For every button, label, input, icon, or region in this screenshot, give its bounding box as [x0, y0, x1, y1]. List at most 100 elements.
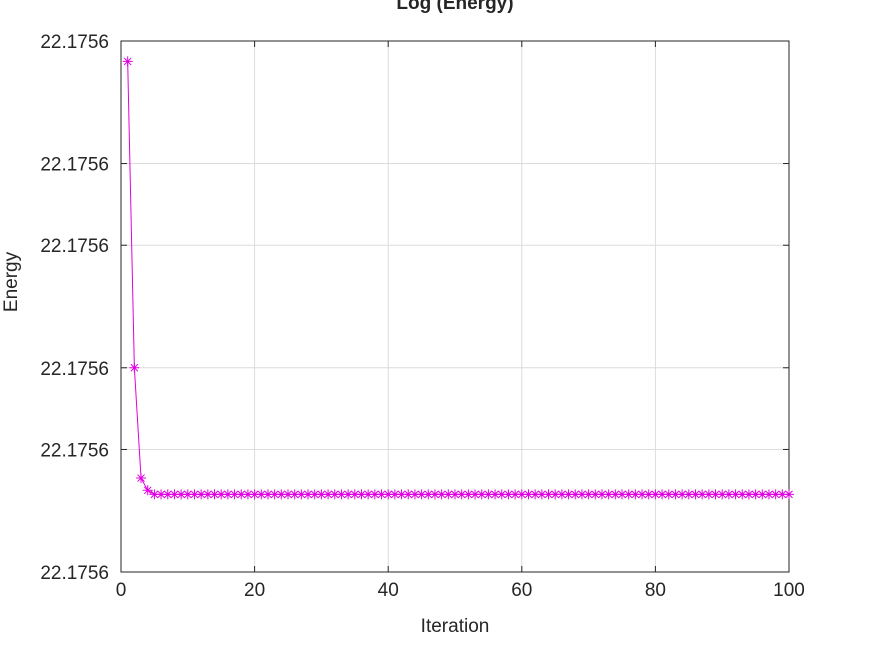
x-tick-label: 100: [773, 580, 805, 601]
marker: [470, 489, 481, 500]
marker: [456, 489, 467, 500]
y-tick-label: 22.1756: [40, 359, 109, 380]
marker: [222, 489, 233, 500]
marker: [316, 489, 327, 500]
marker: [196, 489, 207, 500]
marker: [630, 489, 641, 500]
marker: [750, 489, 761, 500]
marker: [576, 489, 587, 500]
marker: [149, 489, 160, 500]
marker: [703, 489, 714, 500]
marker: [403, 489, 414, 500]
marker: [349, 489, 360, 500]
marker: [369, 489, 380, 500]
marker: [530, 489, 541, 500]
marker: [550, 489, 561, 500]
marker: [136, 473, 147, 484]
marker: [323, 489, 334, 500]
marker: [784, 489, 794, 500]
marker: [690, 489, 701, 500]
marker: [122, 56, 133, 67]
marker: [770, 489, 781, 500]
marker: [637, 489, 648, 500]
marker: [162, 489, 173, 500]
y-tick-label: 22.1756: [40, 155, 109, 176]
marker: [663, 489, 674, 500]
marker: [303, 489, 314, 500]
marker: [329, 489, 340, 500]
marker: [269, 489, 280, 500]
marker: [363, 489, 374, 500]
marker: [650, 489, 661, 500]
marker: [436, 489, 447, 500]
chart-title: Log (Energy): [396, 0, 513, 14]
marker: [496, 489, 507, 500]
marker: [476, 489, 487, 500]
marker: [763, 489, 774, 500]
marker: [563, 489, 574, 500]
marker: [777, 489, 788, 500]
y-tick-label: 22.1756: [40, 563, 109, 584]
marker: [603, 489, 614, 500]
marker: [556, 489, 567, 500]
marker: [276, 489, 287, 500]
marker: [643, 489, 654, 500]
y-tick-label: 22.1756: [40, 32, 109, 53]
marker: [376, 489, 387, 500]
marker: [189, 489, 200, 500]
marker: [129, 362, 140, 373]
marker: [176, 489, 187, 500]
marker: [743, 489, 754, 500]
marker: [216, 489, 227, 500]
marker: [343, 489, 354, 500]
marker: [617, 489, 627, 500]
marker: [536, 489, 547, 500]
marker: [490, 489, 501, 500]
x-tick-label: 40: [378, 580, 399, 601]
marker: [570, 489, 581, 500]
marker: [423, 489, 434, 500]
marker: [670, 489, 681, 500]
marker: [590, 489, 601, 500]
marker: [236, 489, 247, 500]
marker: [242, 489, 253, 500]
marker: [182, 489, 193, 500]
marker: [156, 489, 167, 500]
x-tick-label: 20: [244, 580, 265, 601]
marker: [730, 489, 741, 500]
marker: [249, 489, 260, 500]
marker: [717, 489, 728, 500]
marker: [483, 489, 494, 500]
marker: [142, 485, 153, 496]
marker: [256, 489, 267, 500]
y-tick-label: 22.1756: [40, 440, 109, 461]
x-tick-label: 60: [511, 580, 532, 601]
marker: [610, 489, 621, 500]
marker: [262, 489, 273, 500]
marker: [283, 489, 293, 500]
marker: [169, 489, 180, 500]
plot-area: [121, 41, 789, 572]
marker: [289, 489, 300, 500]
marker: [450, 489, 460, 500]
marker: [503, 489, 514, 500]
marker: [309, 489, 320, 500]
marker: [429, 489, 440, 500]
marker: [623, 489, 634, 500]
axes-box: [120, 40, 790, 573]
marker: [737, 489, 748, 500]
marker: [510, 489, 521, 500]
marker: [710, 489, 721, 500]
marker: [356, 489, 367, 500]
x-tick-label: 80: [645, 580, 666, 601]
marker: [202, 489, 213, 500]
marker: [209, 489, 220, 500]
marker: [416, 489, 427, 500]
marker: [683, 489, 694, 500]
marker: [723, 489, 734, 500]
marker: [523, 489, 534, 500]
marker: [443, 489, 454, 500]
marker: [296, 489, 307, 500]
y-axis-label: Energy: [1, 251, 22, 312]
